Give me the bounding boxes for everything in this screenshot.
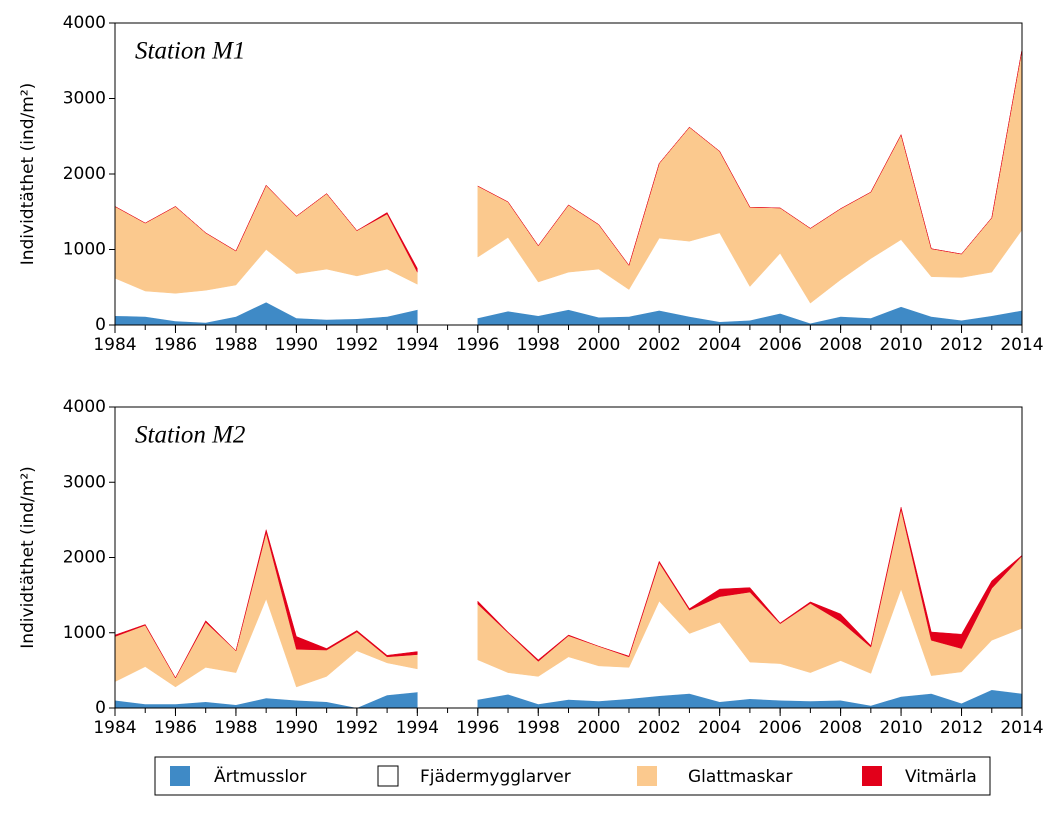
x-tick-label: 2012 bbox=[940, 718, 983, 738]
x-tick-label: 2010 bbox=[879, 335, 922, 355]
legend-label: Glattmaskar bbox=[688, 767, 792, 787]
x-tick-label: 2006 bbox=[759, 718, 802, 738]
x-tick-label: 1992 bbox=[335, 718, 378, 738]
x-tick-label: 1998 bbox=[517, 718, 560, 738]
y-tick-label: 4000 bbox=[63, 13, 106, 33]
x-tick-label: 2004 bbox=[698, 718, 741, 738]
legend-swatch bbox=[377, 765, 399, 787]
y-tick-label: 0 bbox=[95, 698, 106, 718]
x-tick-label: 1986 bbox=[154, 718, 197, 738]
legend-box bbox=[154, 756, 991, 796]
x-tick-label: 2000 bbox=[577, 335, 620, 355]
x-tick-label: 1988 bbox=[214, 718, 257, 738]
x-tick-label: 1986 bbox=[154, 335, 197, 355]
chart-title: Station M1 bbox=[135, 38, 245, 65]
y-tick-label: 1000 bbox=[63, 623, 106, 643]
x-tick-label: 1990 bbox=[275, 718, 318, 738]
x-tick-label: 1990 bbox=[275, 335, 318, 355]
legend-swatch bbox=[637, 766, 657, 786]
x-tick-label: 2012 bbox=[940, 335, 983, 355]
x-tick-label: 1984 bbox=[93, 718, 136, 738]
x-tick-label: 1994 bbox=[396, 335, 439, 355]
y-tick-label: 0 bbox=[95, 315, 106, 335]
y-tick-label: 1000 bbox=[63, 240, 106, 260]
y-axis-label: Individtäthet (ind/m²) bbox=[18, 83, 38, 266]
chart-title: Station M2 bbox=[135, 422, 245, 449]
legend-label: Fjädermygglarver bbox=[420, 767, 571, 787]
x-tick-label: 2002 bbox=[638, 718, 681, 738]
x-tick-label: 2008 bbox=[819, 718, 862, 738]
y-tick-label: 2000 bbox=[63, 164, 106, 184]
x-tick-label: 2014 bbox=[1000, 335, 1043, 355]
x-tick-label: 2004 bbox=[698, 335, 741, 355]
y-tick-label: 4000 bbox=[63, 397, 106, 417]
x-tick-label: 2006 bbox=[759, 335, 802, 355]
area-series bbox=[115, 229, 1022, 324]
x-tick-label: 2000 bbox=[577, 718, 620, 738]
y-tick-label: 3000 bbox=[63, 472, 106, 492]
x-tick-label: 1996 bbox=[456, 335, 499, 355]
y-tick-label: 3000 bbox=[63, 89, 106, 109]
legend-label: Vitmärla bbox=[905, 767, 977, 787]
y-axis-label: Individtäthet (ind/m²) bbox=[18, 466, 38, 649]
x-tick-label: 2002 bbox=[638, 335, 681, 355]
x-tick-label: 1998 bbox=[517, 335, 560, 355]
area-series bbox=[115, 589, 1022, 708]
x-tick-label: 2010 bbox=[879, 718, 922, 738]
y-tick-label: 2000 bbox=[63, 548, 106, 568]
x-tick-label: 1994 bbox=[396, 718, 439, 738]
x-tick-label: 1988 bbox=[214, 335, 257, 355]
legend-swatch bbox=[862, 766, 882, 786]
x-tick-label: 1996 bbox=[456, 718, 499, 738]
x-tick-label: 2014 bbox=[1000, 718, 1043, 738]
x-tick-label: 2008 bbox=[819, 335, 862, 355]
x-tick-label: 1992 bbox=[335, 335, 378, 355]
legend-label: Ärtmusslor bbox=[214, 766, 306, 787]
x-tick-label: 1984 bbox=[93, 335, 136, 355]
legend-swatch bbox=[170, 766, 190, 786]
